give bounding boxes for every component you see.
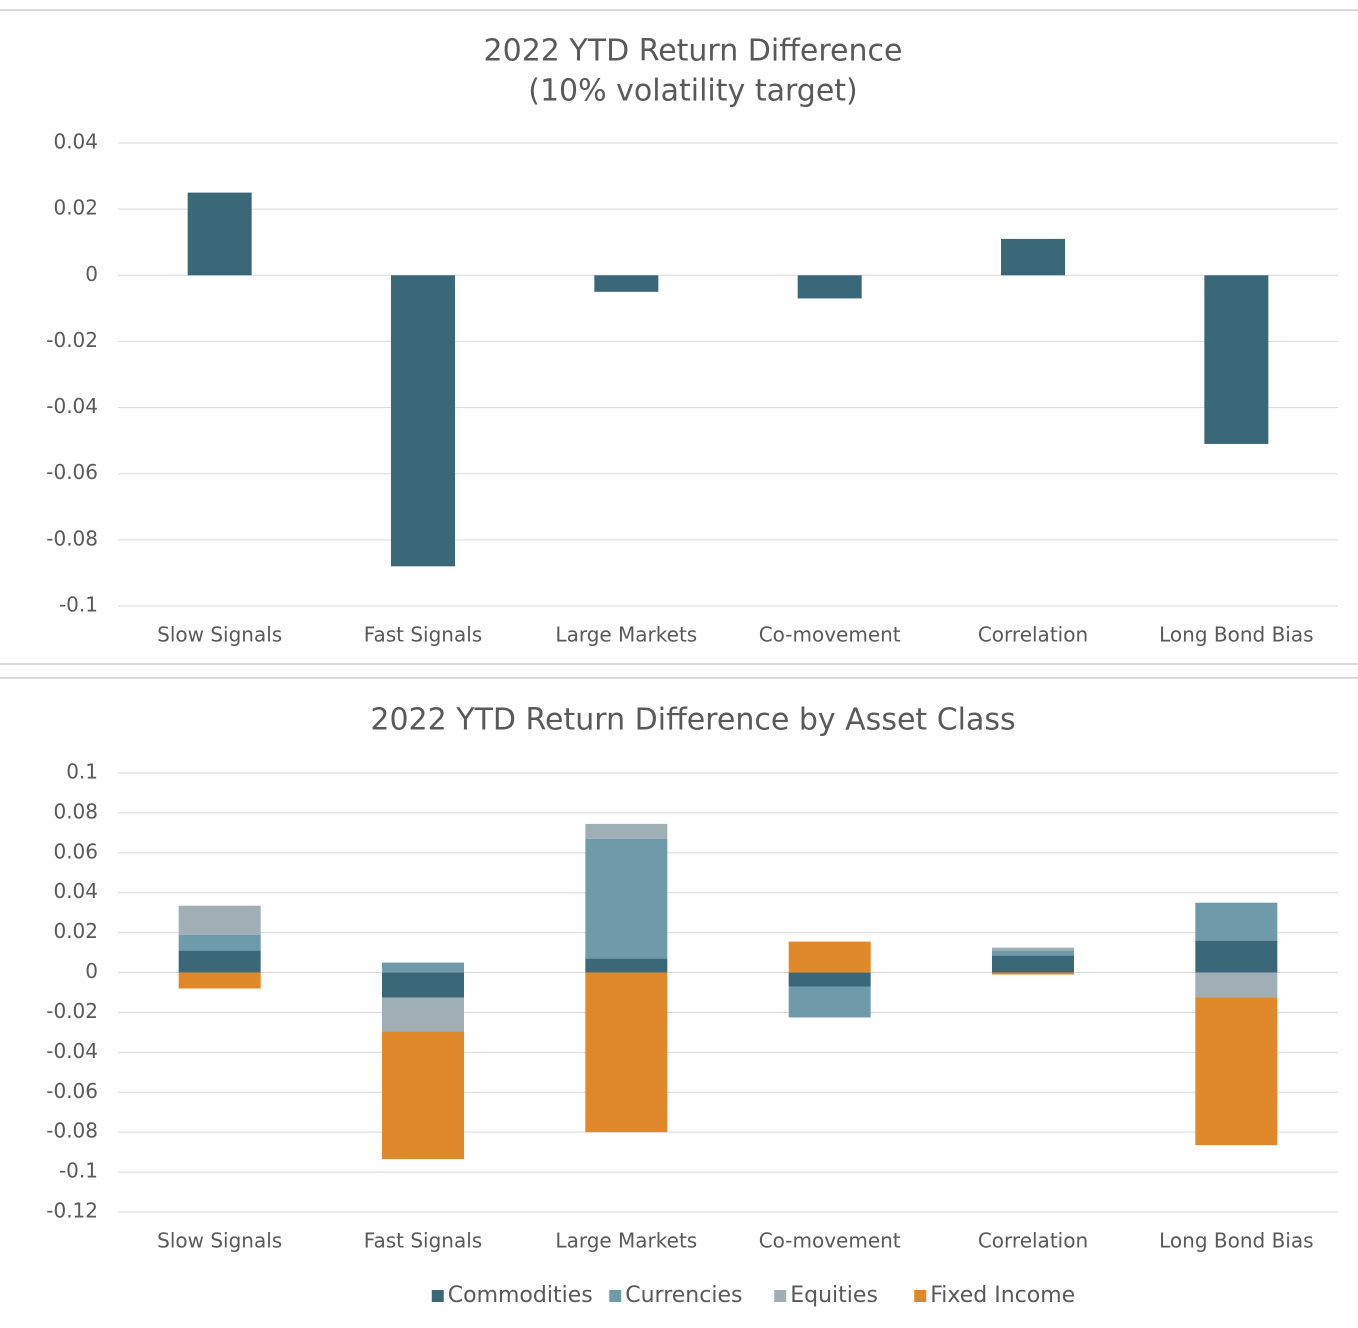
bar-segment (788, 941, 871, 973)
legend-label: Currencies (625, 1283, 742, 1308)
bar (594, 275, 659, 292)
x-tick-label: Co-movement (759, 1229, 901, 1253)
legend-swatch (431, 1290, 444, 1302)
bar-segment (1195, 940, 1278, 973)
bar-segment (992, 950, 1074, 956)
y-tick-label: 0 (85, 959, 98, 983)
x-tick-label: Large Markets (555, 1229, 697, 1253)
bar-segment (382, 972, 464, 998)
bar (797, 275, 862, 299)
bar-segment (585, 838, 668, 959)
x-tick-label: Fast Signals (364, 623, 482, 647)
legend-swatch (609, 1290, 622, 1302)
y-tick-label: 0.06 (53, 839, 98, 863)
y-tick-label: 0.02 (53, 196, 98, 220)
x-tick-label: Correlation (978, 623, 1088, 647)
x-tick-label: Co-movement (759, 623, 901, 647)
y-tick-label: -0.06 (46, 1079, 98, 1103)
y-tick-label: 0 (85, 262, 98, 286)
bar-segment (992, 947, 1074, 951)
bar-segment (585, 823, 668, 839)
bar-segment (178, 950, 261, 973)
y-tick-label: -0.1 (59, 593, 98, 617)
y-tick-label: -0.08 (46, 1119, 98, 1143)
bar-segment (382, 997, 464, 1032)
y-tick-label: -0.08 (46, 526, 98, 550)
bar-segment (992, 955, 1074, 973)
chart-subtitle: (10% volatility target) (528, 74, 858, 109)
bar (1001, 238, 1065, 276)
legend-swatch (774, 1290, 787, 1302)
bar-segment (178, 905, 261, 935)
y-tick-label: 0.08 (53, 799, 98, 823)
bar-segment (788, 972, 871, 987)
legend-swatch (914, 1290, 927, 1302)
x-tick-label: Slow Signals (157, 623, 282, 647)
chart-title: 2022 YTD Return Difference by Asset Clas… (370, 703, 1015, 738)
bar-segment (1195, 902, 1278, 941)
bar-segment (1195, 972, 1278, 998)
y-tick-label: -0.02 (46, 328, 98, 352)
bar-segment (585, 958, 668, 973)
bar (187, 192, 252, 276)
x-tick-label: Long Bond Bias (1159, 623, 1313, 647)
x-tick-label: Long Bond Bias (1159, 1229, 1313, 1253)
y-tick-label: -0.04 (46, 1039, 98, 1063)
bar-segment (382, 1031, 464, 1160)
bar (391, 275, 455, 567)
y-tick-label: 0.04 (53, 879, 98, 903)
y-tick-label: 0.1 (66, 760, 98, 784)
legend-label: Commodities (448, 1283, 593, 1308)
bar-segment (1195, 997, 1278, 1146)
bar-segment (382, 962, 464, 973)
y-tick-label: 0.04 (53, 130, 98, 154)
bar-segment (178, 972, 261, 989)
bar (1204, 275, 1269, 444)
y-tick-label: -0.04 (46, 394, 98, 418)
y-tick-label: -0.1 (59, 1159, 98, 1183)
x-tick-label: Large Markets (555, 623, 697, 647)
legend-label: Fixed Income (930, 1283, 1075, 1308)
bar-segment (992, 972, 1074, 975)
x-tick-label: Fast Signals (364, 1229, 482, 1253)
chart-title: 2022 YTD Return Difference (484, 34, 903, 69)
y-tick-label: 0.02 (53, 919, 98, 943)
y-tick-label: -0.06 (46, 460, 98, 484)
bar-segment (585, 972, 668, 1133)
bar-segment (178, 934, 261, 951)
x-tick-label: Slow Signals (157, 1229, 282, 1253)
x-tick-label: Correlation (978, 1229, 1088, 1253)
y-tick-label: -0.12 (46, 1199, 98, 1223)
y-tick-label: -0.02 (46, 999, 98, 1023)
legend-label: Equities (790, 1283, 878, 1308)
bar-segment (788, 986, 871, 1018)
